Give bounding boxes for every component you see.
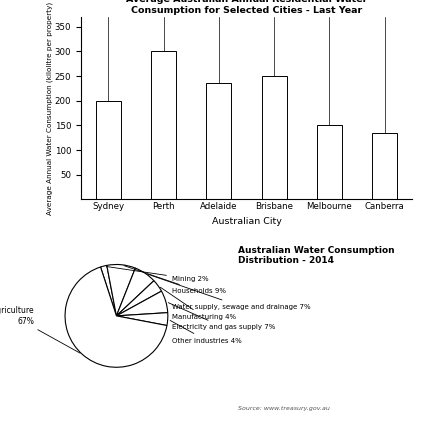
Text: Source: www.treasury.gov.au: Source: www.treasury.gov.au [238,406,330,411]
Bar [151,51,176,199]
Wedge shape [116,268,154,316]
Text: Water supply, sewage and drainage 7%: Water supply, sewage and drainage 7% [148,274,311,310]
Bar [207,84,231,199]
Text: Australian Water Consumption
Distribution - 2014: Australian Water Consumption Distributio… [238,246,395,265]
Text: Agriculture
67%: Agriculture 67% [0,306,80,353]
Wedge shape [116,291,168,316]
Wedge shape [107,265,135,316]
Text: Electricity and gas supply 7%: Electricity and gas supply 7% [168,303,275,330]
Text: Other industries 4%: Other industries 4% [170,321,242,343]
Bar [317,126,342,199]
Text: Manufacturing 4%: Manufacturing 4% [160,287,236,320]
X-axis label: Australian City: Australian City [212,217,281,226]
Text: Households 9%: Households 9% [124,265,226,294]
Title: Average Australian Annual Residential Water
Consumption for Selected Cities - La: Average Australian Annual Residential Wa… [126,0,367,15]
Bar [372,133,397,199]
Wedge shape [116,281,162,316]
Bar [262,76,286,199]
Text: Mining 2%: Mining 2% [106,267,209,282]
Bar [96,101,121,199]
Wedge shape [65,267,167,367]
Wedge shape [101,265,116,316]
Y-axis label: Average Annual Water Consumption (kilolitre per property): Average Annual Water Consumption (kiloli… [47,2,53,215]
Wedge shape [116,312,168,326]
